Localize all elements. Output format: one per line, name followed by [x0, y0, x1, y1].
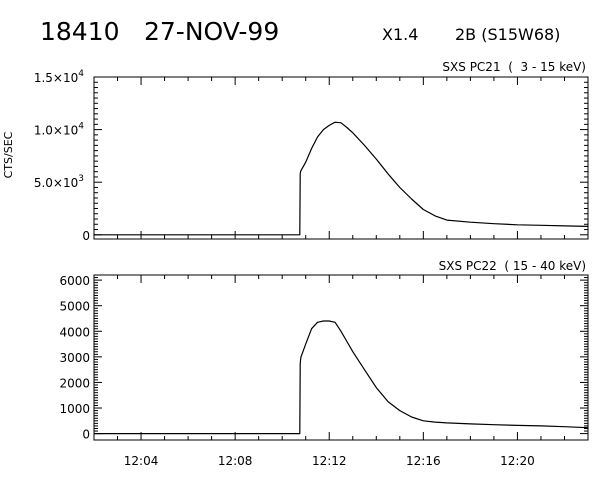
- y-tick-label: 6000: [59, 274, 90, 288]
- plot-frame: [93, 76, 589, 240]
- optical-class: 2B (S15W68): [455, 25, 560, 44]
- flare-class: X1.4: [382, 25, 418, 44]
- panel-2-plot: 0 1000 2000 3000 4000 5000 6000 12:04 12:08 12:12…: [59, 274, 589, 468]
- y-tick-label: 0: [82, 428, 90, 442]
- y-tick-label: 2000: [59, 376, 90, 390]
- series-line-1: [94, 121, 589, 236]
- y-axis-label: CTS/SEC: [2, 131, 15, 178]
- y-tick-label: 1.5×104: [34, 69, 84, 85]
- y-tick-exponent: 3: [78, 174, 84, 184]
- x-tick-label: 12:12: [312, 454, 347, 468]
- y-tick-label: 5000: [59, 300, 90, 314]
- y-tick-label: 1.0×104: [34, 122, 84, 138]
- panel-1-title: SXS PC21 ( 3 - 15 keV): [442, 60, 586, 74]
- x-tick-label: 12:20: [500, 454, 535, 468]
- y-tick-exponent: 4: [78, 69, 84, 79]
- y-tick-exponent: 4: [78, 122, 84, 132]
- event-date: 27-NOV-99: [144, 17, 279, 46]
- y-tick-label: 4000: [59, 325, 90, 339]
- y-tick-label: 5.0×103: [34, 174, 84, 190]
- x-tick-label: 12:04: [124, 454, 159, 468]
- y-tick-label: 0: [82, 229, 90, 243]
- event-id: 18410: [40, 17, 120, 46]
- x-tick-label: 12:08: [218, 454, 253, 468]
- y-tick-label: 1000: [59, 402, 90, 416]
- plot-frame: [93, 274, 589, 441]
- panel-1-plot: 0 5.0×103 1.0×104 1.5×104: [34, 69, 589, 243]
- series-line-2: [94, 320, 589, 435]
- x-tick-label: 12:16: [406, 454, 441, 468]
- y-tick-label: 3000: [59, 351, 90, 365]
- panel-2-title: SXS PC22 ( 15 - 40 keV): [439, 259, 586, 273]
